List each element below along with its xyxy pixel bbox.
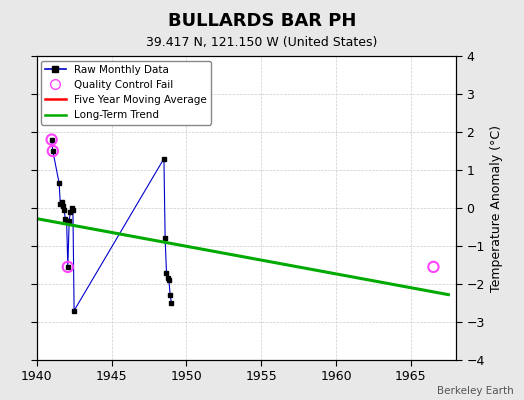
Text: BULLARDS BAR PH: BULLARDS BAR PH [168, 12, 356, 30]
Point [63, 264, 72, 270]
Point [49, 148, 57, 154]
Y-axis label: Temperature Anomaly (°C): Temperature Anomaly (°C) [490, 124, 503, 292]
Point [48, 136, 56, 143]
Text: 39.417 N, 121.150 W (United States): 39.417 N, 121.150 W (United States) [146, 36, 378, 49]
Point [429, 264, 438, 270]
Legend: Raw Monthly Data, Quality Control Fail, Five Year Moving Average, Long-Term Tren: Raw Monthly Data, Quality Control Fail, … [41, 60, 211, 124]
Text: Berkeley Earth: Berkeley Earth [437, 386, 514, 396]
